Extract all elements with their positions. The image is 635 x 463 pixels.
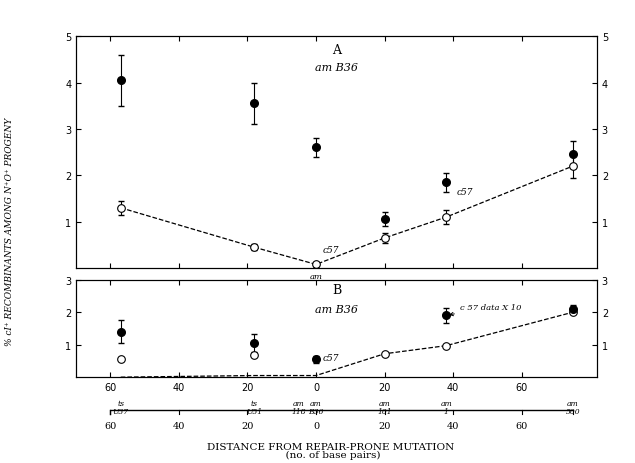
Text: (no. of base pairs): (no. of base pairs) xyxy=(279,450,381,459)
Text: am: am xyxy=(310,400,322,407)
Text: 20: 20 xyxy=(241,421,253,430)
Text: 500: 500 xyxy=(566,407,580,415)
Text: c57: c57 xyxy=(323,354,339,363)
Text: c57: c57 xyxy=(457,188,473,196)
Text: am: am xyxy=(440,400,452,407)
Text: U37: U37 xyxy=(112,407,129,415)
Text: % cI⁺ RECOMBINANTS AMONG N⁺O⁺ PROGENY: % cI⁺ RECOMBINANTS AMONG N⁺O⁺ PROGENY xyxy=(5,118,14,345)
Text: am: am xyxy=(378,400,391,407)
Text: am B36: am B36 xyxy=(315,63,358,73)
Text: am B36: am B36 xyxy=(315,305,358,314)
Text: c57: c57 xyxy=(323,245,339,254)
Text: A: A xyxy=(332,44,341,57)
Text: B36: B36 xyxy=(309,407,324,415)
Text: 118: 118 xyxy=(291,407,306,415)
Text: B: B xyxy=(332,283,341,296)
Text: 1: 1 xyxy=(444,407,448,415)
Text: am: am xyxy=(567,400,578,407)
Text: 0: 0 xyxy=(313,421,319,430)
Text: DISTANCE FROM REPAIR-PRONE MUTATION: DISTANCE FROM REPAIR-PRONE MUTATION xyxy=(206,443,454,451)
Text: ts: ts xyxy=(251,400,258,407)
Text: am
B36: am B36 xyxy=(307,272,324,289)
Text: 20: 20 xyxy=(378,421,391,430)
Text: 60: 60 xyxy=(516,421,528,430)
Text: 60: 60 xyxy=(104,421,117,430)
Text: U51: U51 xyxy=(246,407,262,415)
Text: c 57 data X 10: c 57 data X 10 xyxy=(450,303,521,316)
Text: 101: 101 xyxy=(377,407,392,415)
Text: am: am xyxy=(293,400,305,407)
Text: 40: 40 xyxy=(447,421,459,430)
Text: ts: ts xyxy=(117,400,124,407)
Text: 40: 40 xyxy=(173,421,185,430)
